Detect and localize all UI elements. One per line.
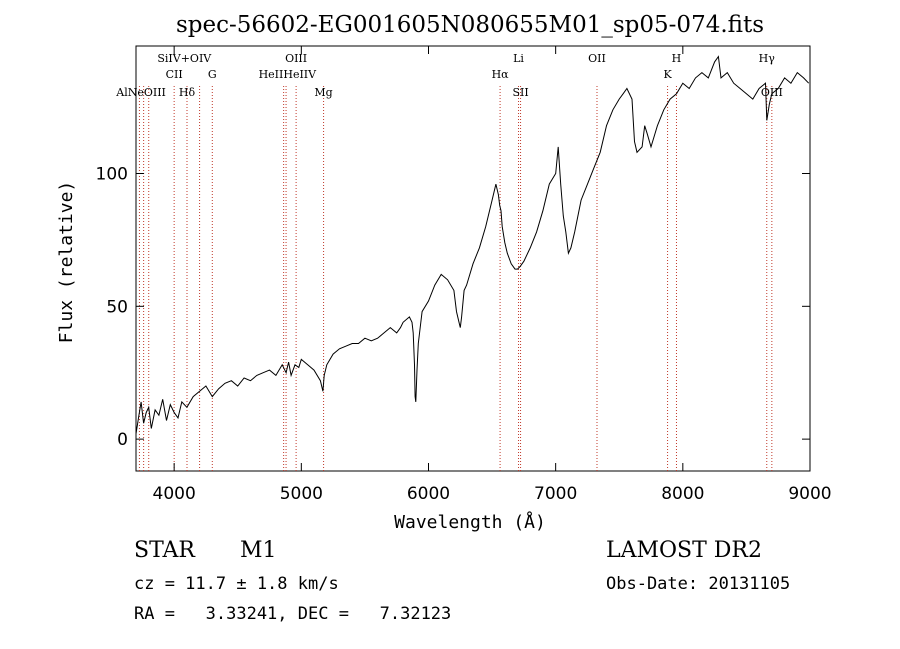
line-label: Mg	[314, 86, 332, 99]
y-tick-label: 0	[117, 430, 128, 450]
line-label: CII	[166, 68, 183, 81]
line-label: HeIIHeIIV	[259, 68, 318, 81]
y-axis-ticks: 0 50 100	[96, 165, 810, 450]
x-tick-label: 6000	[407, 484, 450, 504]
line-label: G	[208, 68, 217, 81]
line-label: H	[672, 52, 682, 65]
ra-dec-coordinates: RA = 3.33241, DEC = 7.32123	[134, 604, 452, 624]
spectrum-line	[135, 55, 810, 434]
y-tick-label: 100	[96, 165, 128, 185]
line-label: Li	[513, 52, 524, 65]
emission-line-markers	[138, 86, 773, 471]
x-tick-label: 9000	[788, 484, 831, 504]
line-label: SiIV+OIV	[157, 52, 212, 65]
x-axis-label: Wavelength (Å)	[394, 511, 546, 533]
line-label: SII	[512, 86, 528, 99]
line-label: OIII	[285, 52, 307, 65]
x-tick-label: 4000	[153, 484, 196, 504]
line-label: OII	[588, 52, 606, 65]
line-label: Hγ	[759, 52, 776, 65]
survey-name: LAMOST DR2	[606, 538, 762, 563]
x-tick-label: 8000	[661, 484, 704, 504]
line-label: OIII	[761, 86, 783, 99]
line-label: Hδ	[179, 86, 196, 99]
line-label: Hα	[492, 68, 510, 81]
line-label: AlNeOIII	[115, 86, 166, 99]
emission-line-labels: AlNeOIIISiIV+OIVCIIHδGOIIIHeIIHeIIVMgLiH…	[115, 52, 783, 99]
x-tick-label: 7000	[534, 484, 577, 504]
x-axis-ticks: 4000 5000 6000 7000 8000 9000	[153, 46, 832, 504]
redshift-cz: cz = 11.7 ± 1.8 km/s	[134, 574, 339, 594]
x-tick-label: 5000	[280, 484, 323, 504]
line-label: K	[663, 68, 672, 81]
plot-frame	[135, 45, 811, 472]
object-class: STAR	[134, 538, 195, 563]
y-axis-label: Flux (relative)	[56, 181, 77, 344]
observation-date: Obs-Date: 20131105	[606, 574, 791, 594]
object-subclass: M1	[240, 538, 277, 563]
y-tick-label: 50	[106, 297, 128, 317]
chart-title: spec-56602-EG001605N080655M01_sp05-074.f…	[176, 12, 764, 38]
